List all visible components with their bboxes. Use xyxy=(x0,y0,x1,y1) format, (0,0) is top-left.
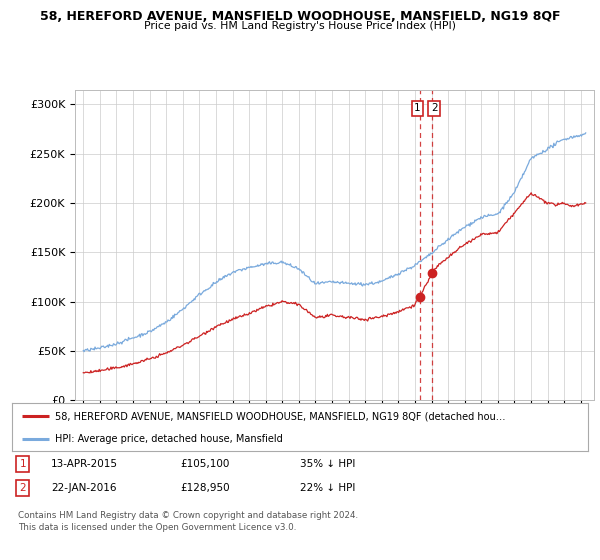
Text: 58, HEREFORD AVENUE, MANSFIELD WOODHOUSE, MANSFIELD, NG19 8QF: 58, HEREFORD AVENUE, MANSFIELD WOODHOUSE… xyxy=(40,10,560,23)
Text: 2: 2 xyxy=(431,103,437,113)
Text: Price paid vs. HM Land Registry's House Price Index (HPI): Price paid vs. HM Land Registry's House … xyxy=(144,21,456,31)
Text: HPI: Average price, detached house, Mansfield: HPI: Average price, detached house, Mans… xyxy=(55,434,283,444)
Text: 58, HEREFORD AVENUE, MANSFIELD WOODHOUSE, MANSFIELD, NG19 8QF (detached hou…: 58, HEREFORD AVENUE, MANSFIELD WOODHOUSE… xyxy=(55,411,506,421)
Text: £105,100: £105,100 xyxy=(180,459,229,469)
Text: Contains HM Land Registry data © Crown copyright and database right 2024.
This d: Contains HM Land Registry data © Crown c… xyxy=(18,511,358,531)
Text: 35% ↓ HPI: 35% ↓ HPI xyxy=(300,459,355,469)
Text: £128,950: £128,950 xyxy=(180,483,230,493)
Text: 1: 1 xyxy=(19,459,26,469)
Text: 2: 2 xyxy=(19,483,26,493)
Text: 1: 1 xyxy=(414,103,421,113)
Text: 13-APR-2015: 13-APR-2015 xyxy=(51,459,118,469)
Text: 22-JAN-2016: 22-JAN-2016 xyxy=(51,483,116,493)
Text: 22% ↓ HPI: 22% ↓ HPI xyxy=(300,483,355,493)
